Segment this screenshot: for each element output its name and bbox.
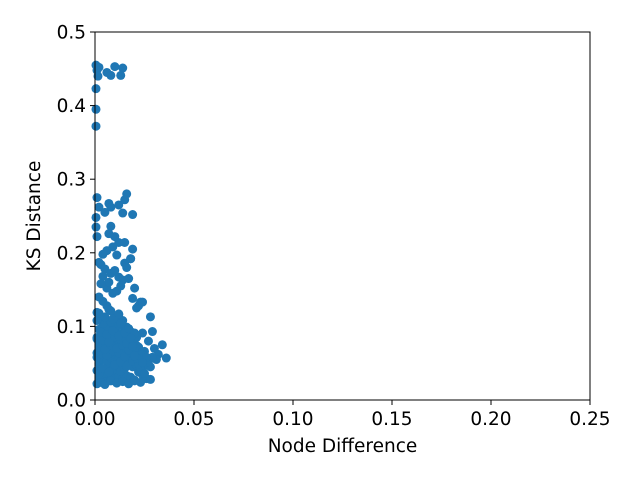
data-point — [92, 232, 102, 242]
data-point — [106, 202, 116, 212]
data-point — [94, 257, 104, 267]
data-point — [91, 84, 101, 94]
x-tick-label: 0.10 — [272, 409, 313, 430]
data-point — [93, 71, 103, 81]
data-point — [122, 189, 132, 199]
data-point — [161, 353, 171, 363]
data-point — [100, 207, 110, 217]
x-axis-label: Node Difference — [268, 436, 418, 457]
data-point — [104, 304, 114, 314]
x-axis: 0.00 0.05 0.10 0.15 0.20 0.25 — [74, 400, 611, 430]
y-axis: 0.0 0.1 0.2 0.3 0.4 0.5 — [57, 23, 95, 412]
data-point — [92, 193, 102, 203]
data-point — [157, 340, 167, 350]
y-tick-label: 0.0 — [57, 391, 86, 412]
y-axis-label: KS Distance — [24, 161, 45, 272]
data-point — [110, 265, 120, 275]
data-point — [145, 374, 155, 384]
y-tick-label: 0.4 — [57, 96, 86, 117]
data-point — [128, 341, 138, 351]
data-point — [114, 200, 124, 210]
y-tick-label: 0.5 — [57, 23, 86, 44]
data-point — [143, 336, 153, 346]
data-point — [114, 309, 124, 319]
data-point — [116, 70, 126, 80]
data-point — [128, 244, 138, 254]
data-point — [138, 357, 148, 367]
data-point — [106, 70, 116, 80]
data-point — [98, 249, 108, 259]
data-point — [94, 62, 104, 72]
data-point — [94, 292, 104, 302]
data-point — [145, 312, 155, 322]
plot-markers — [91, 60, 171, 390]
data-point — [124, 324, 134, 334]
data-point — [94, 308, 104, 318]
data-point — [104, 229, 114, 239]
data-point — [136, 377, 146, 387]
plot-frame — [94, 31, 591, 401]
data-point — [120, 238, 130, 247]
x-tick-label: 0.15 — [371, 409, 412, 430]
data-point — [112, 286, 122, 296]
x-tick-label: 0.05 — [173, 409, 214, 430]
data-point — [91, 121, 101, 131]
x-tick-label: 0.00 — [74, 409, 115, 430]
data-point — [112, 250, 122, 260]
data-point — [128, 210, 138, 220]
data-point — [94, 202, 104, 212]
data-point — [118, 63, 128, 73]
data-point — [140, 369, 149, 378]
data-point — [116, 318, 126, 328]
data-point — [110, 62, 120, 72]
data-point — [130, 351, 140, 361]
y-tick-label: 0.3 — [57, 170, 86, 191]
x-tick-label: 0.25 — [569, 409, 610, 430]
data-point — [138, 297, 148, 307]
data-point — [122, 361, 132, 371]
data-point — [118, 208, 128, 218]
data-point — [128, 293, 138, 303]
data-point — [130, 283, 140, 293]
data-point — [91, 212, 101, 222]
data-point — [126, 333, 136, 343]
data-point — [91, 222, 101, 232]
data-point — [104, 337, 114, 347]
data-point — [91, 104, 101, 114]
data-point — [96, 279, 106, 289]
y-tick-label: 0.1 — [57, 317, 86, 338]
data-point — [104, 367, 114, 377]
data-point — [122, 263, 132, 273]
data-point — [147, 327, 157, 337]
data-point — [126, 254, 136, 264]
data-point — [108, 314, 118, 324]
data-point — [98, 271, 108, 281]
y-tick-label: 0.2 — [57, 243, 86, 264]
data-point — [106, 221, 116, 231]
data-point — [124, 274, 134, 284]
data-point — [108, 326, 118, 336]
x-tick-label: 0.20 — [470, 409, 511, 430]
data-point — [104, 277, 114, 287]
